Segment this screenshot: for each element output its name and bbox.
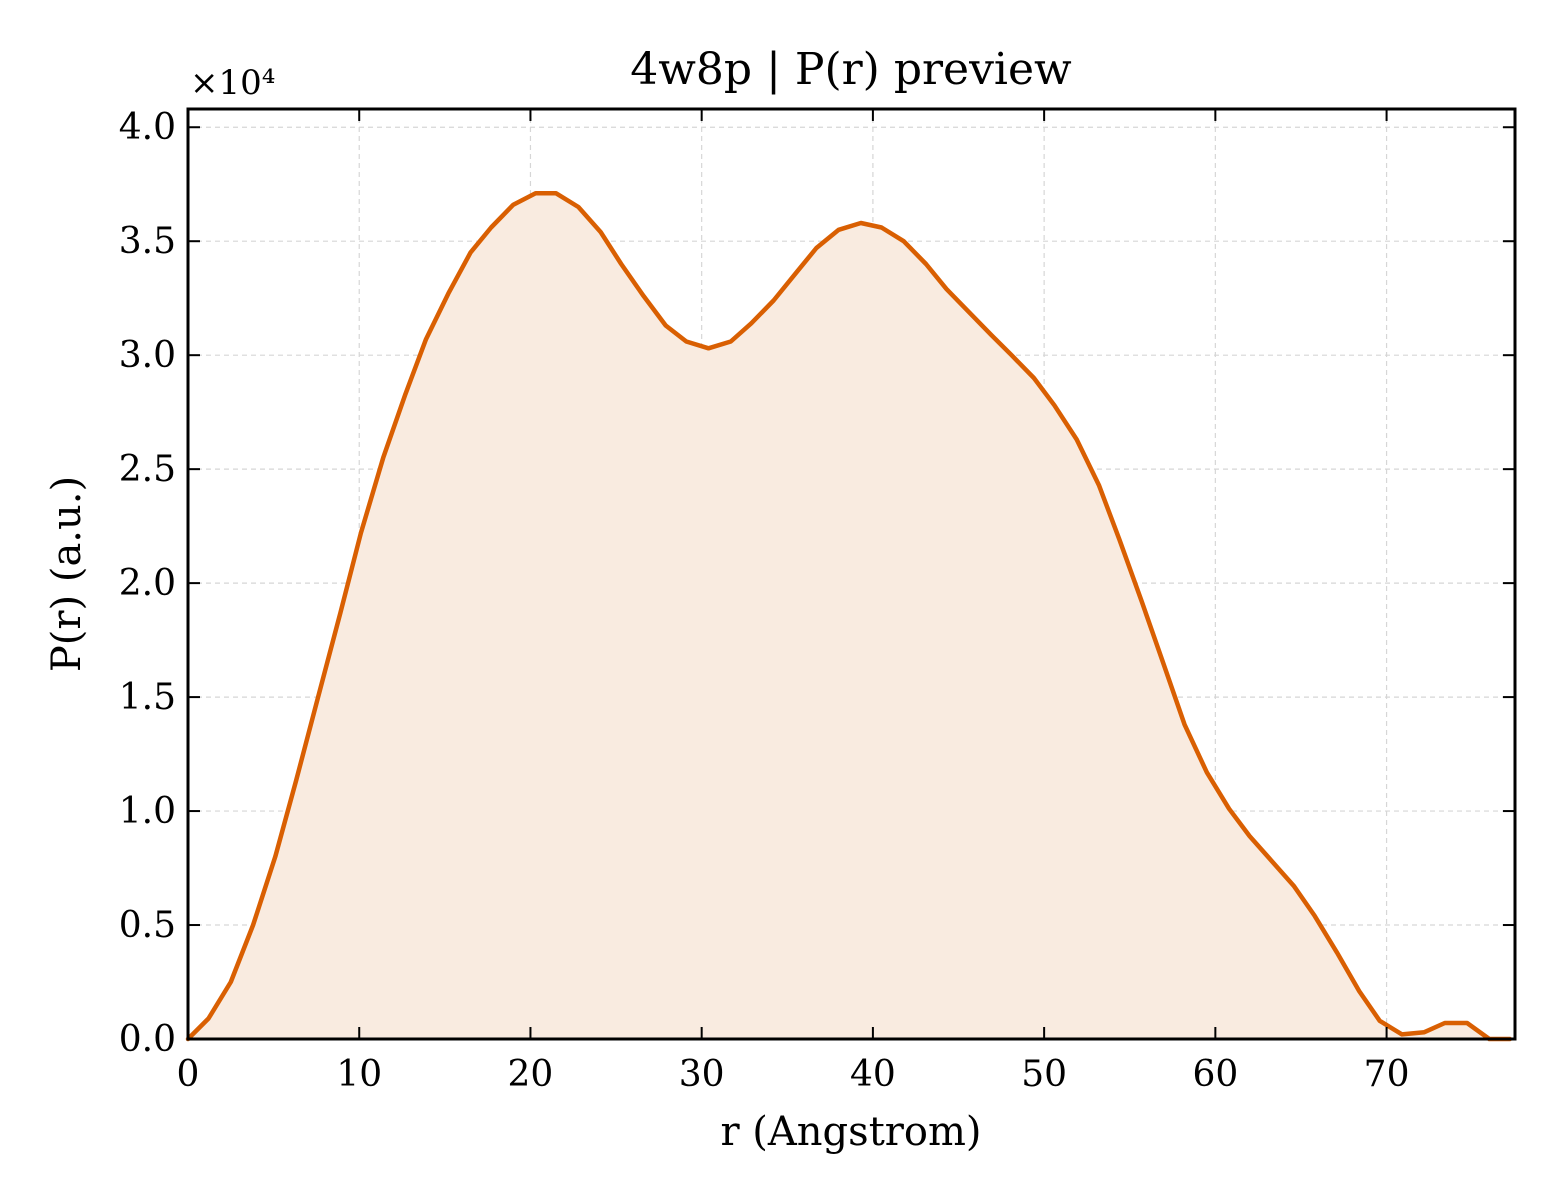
x-tick-label: 0	[177, 1054, 200, 1095]
y-tick-label: 2.5	[119, 449, 176, 490]
chart-title: 4w8p | P(r) preview	[630, 44, 1072, 95]
y-tick-label: 0.5	[119, 905, 176, 946]
x-tick-label: 20	[508, 1054, 554, 1095]
y-tick-label: 3.0	[119, 335, 176, 376]
y-offset-label: ×10⁴	[190, 63, 275, 103]
plot-frame	[186, 107, 1517, 1041]
axis-ticks	[187, 109, 1515, 1040]
y-tick-labels: 0.0 0.5 1.0 1.5 2.0 2.5 3.0 3.5 4.0	[119, 107, 176, 1060]
y-tick-label: 0.0	[119, 1019, 176, 1060]
x-tick-label: 70	[1364, 1054, 1410, 1095]
x-tick-label: 60	[1192, 1054, 1238, 1095]
x-tick-label: 10	[336, 1054, 382, 1095]
y-tick-label: 3.5	[119, 221, 176, 262]
x-tick-labels: 0 10 20 30 40 50 60 70	[177, 1054, 1410, 1095]
x-tick-label: 30	[679, 1054, 725, 1095]
x-axis-label: r (Angstrom)	[720, 1109, 981, 1155]
x-tick-label: 50	[1021, 1054, 1067, 1095]
y-axis-label: P(r) (a.u.)	[44, 476, 90, 672]
y-tick-label: 1.5	[119, 677, 176, 718]
area-fill	[188, 193, 1510, 1040]
y-tick-label: 4.0	[119, 107, 176, 148]
y-tick-label: 1.0	[119, 791, 176, 832]
x-tick-label: 40	[850, 1054, 896, 1095]
y-tick-label: 2.0	[119, 563, 176, 604]
series-line	[185, 191, 1513, 1042]
